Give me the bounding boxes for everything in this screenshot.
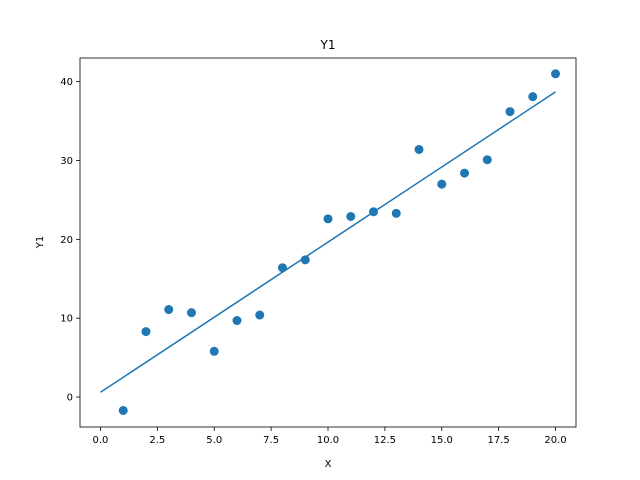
y-tick-label: 30	[60, 156, 73, 167]
x-tick-label: 7.5	[263, 435, 279, 446]
chart-title: Y1	[320, 38, 336, 52]
scatter-point	[528, 92, 538, 102]
x-axis: 0.0 2.5 5.0 7.5 10.0 12.5 15.0 17.5 20.0	[93, 427, 567, 446]
x-tick-label: 10.0	[317, 435, 339, 446]
y-axis-label: Y1	[35, 236, 46, 249]
x-tick-label: 20.0	[544, 435, 566, 446]
scatter-point	[460, 168, 470, 178]
y-tick-label: 40	[60, 77, 73, 88]
x-tick-label: 15.0	[431, 435, 453, 446]
y-tick-label: 10	[60, 314, 73, 325]
x-tick-label: 12.5	[374, 435, 396, 446]
x-tick-label: 0.0	[93, 435, 109, 446]
scatter-point	[232, 316, 242, 326]
scatter-point	[323, 214, 333, 224]
x-axis-label: X	[325, 459, 332, 470]
scatter-point	[482, 155, 492, 165]
scatter-point	[346, 211, 356, 221]
plot-area	[79, 57, 577, 428]
scatter-point	[255, 310, 265, 320]
y-tick-label: 0	[67, 393, 73, 404]
scatter-point	[437, 179, 447, 189]
y-tick-label: 20	[60, 235, 73, 246]
scatter-point	[209, 346, 219, 356]
scatter-point	[414, 144, 424, 154]
x-tick-label: 17.5	[488, 435, 510, 446]
scatter-point	[141, 327, 151, 337]
x-tick-label: 5.0	[206, 435, 222, 446]
x-tick-label: 2.5	[149, 435, 165, 446]
fit-line	[100, 91, 556, 393]
scatter-point	[164, 305, 174, 315]
scatter-point	[505, 107, 515, 117]
scatter-point	[391, 208, 401, 218]
scatter-point	[118, 405, 128, 415]
scatter-point	[186, 308, 196, 318]
scatter-point	[551, 69, 561, 79]
scatter-point	[300, 255, 310, 265]
y-axis: 0 10 20 30 40	[60, 77, 80, 404]
